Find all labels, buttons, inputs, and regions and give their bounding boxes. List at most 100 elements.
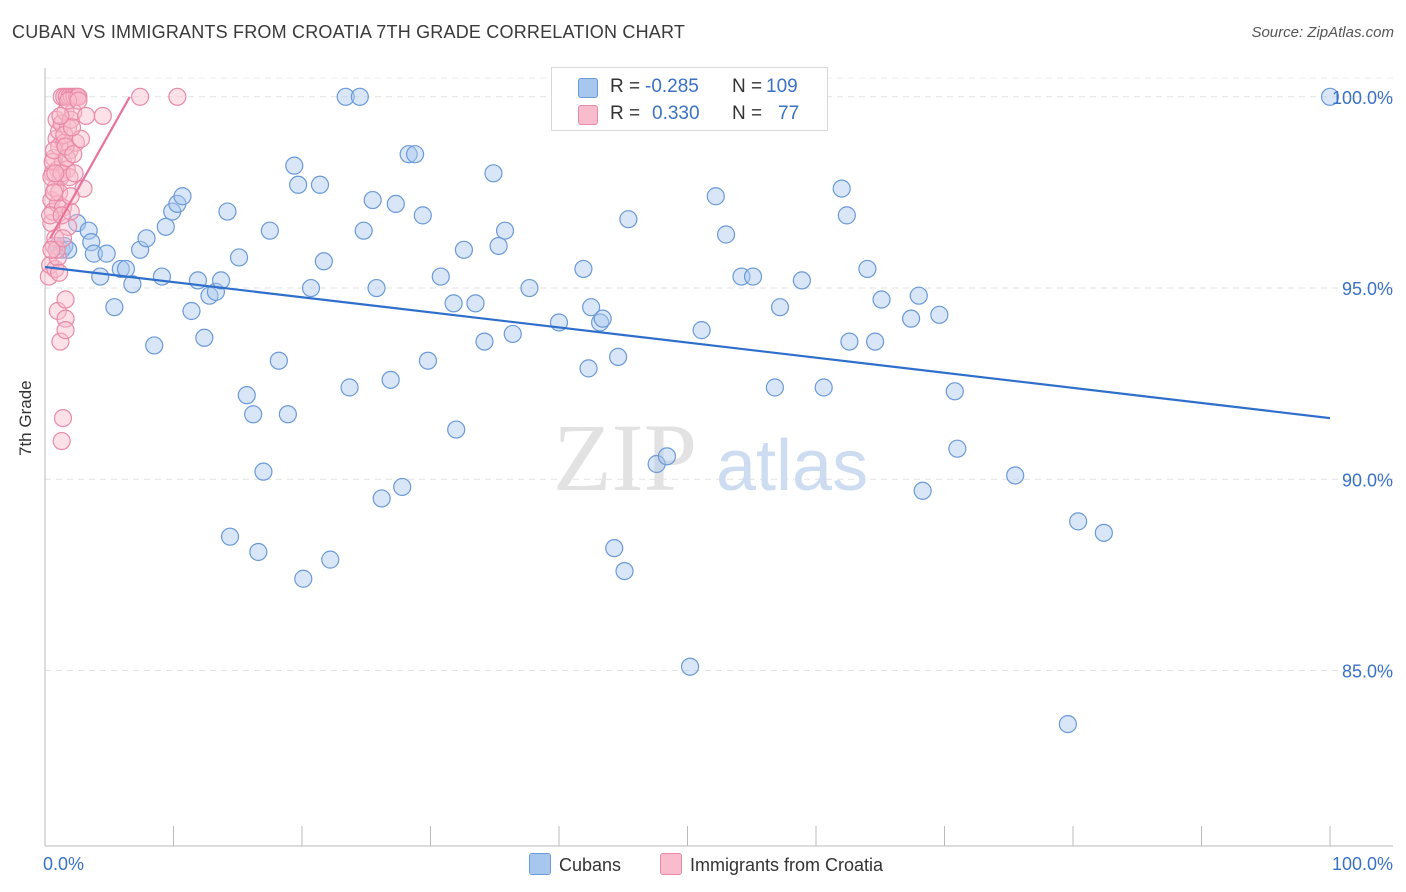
point-cubans (913, 481, 932, 500)
point-cubans (837, 206, 856, 225)
stats-row-cubans: R = -0.285 N = 109 (552, 74, 827, 100)
point-cubans (840, 332, 859, 351)
point-cubans (393, 477, 412, 497)
point-croatia (93, 106, 112, 126)
point-cubans (229, 248, 249, 267)
point-cubans (706, 187, 725, 206)
point-cubans (321, 550, 340, 569)
n-label: N = (732, 76, 763, 97)
point-croatia (51, 106, 70, 126)
point-cubans (82, 233, 101, 252)
point-cubans (145, 336, 164, 355)
point-cubans (105, 298, 124, 317)
point-cubans (399, 145, 418, 164)
point-croatia (53, 229, 73, 248)
point-cubans (431, 267, 450, 286)
point-cubans (91, 267, 110, 286)
stats-box: R = -0.285 N = 109 R = 0.330 N = 77 (551, 67, 828, 131)
y-tick-label: 85.0% (1342, 662, 1393, 682)
point-croatia (59, 217, 78, 236)
point-croatia (130, 87, 150, 106)
point-cubans (372, 489, 391, 508)
point-cubans (909, 286, 928, 305)
chart-title: CUBAN VS IMMIGRANTS FROM CROATIA 7TH GRA… (12, 22, 686, 42)
point-croatia (69, 91, 88, 110)
point-cubans (301, 278, 321, 298)
point-cubans (574, 259, 593, 279)
point-cubans (381, 370, 400, 389)
point-cubans (680, 657, 700, 676)
point-croatia (64, 145, 83, 164)
point-cubans (1058, 714, 1077, 734)
point-cubans (405, 145, 425, 164)
y-tick-label: 95.0% (1342, 279, 1393, 299)
point-croatia (50, 183, 69, 202)
x-tick-label: 100.0% (1332, 854, 1393, 874)
legend-item-cubans[interactable]: Cubans (529, 853, 621, 876)
point-croatia (56, 137, 75, 156)
point-cubans (336, 87, 355, 106)
point-cubans (367, 278, 386, 298)
watermark-atlas: atlas (716, 426, 868, 506)
point-croatia (47, 240, 66, 259)
point-croatia (69, 87, 88, 106)
point-cubans (237, 386, 256, 405)
point-croatia (51, 332, 70, 351)
source-credit: Source: ZipAtlas.com (1251, 24, 1394, 41)
axes (44, 68, 1393, 847)
legend-swatch (529, 853, 551, 875)
point-cubans (792, 271, 811, 290)
point-cubans (1069, 512, 1088, 531)
watermark-zip: ZIP (553, 404, 697, 511)
data-points (39, 87, 1340, 734)
tick-labels: 85.0% 90.0% 95.0% 100.0% 0.0% 100.0% (43, 88, 1393, 874)
point-cubans (285, 156, 304, 175)
point-croatia (42, 240, 61, 259)
point-cubans (466, 294, 485, 313)
point-cubans (418, 351, 438, 370)
point-cubans (79, 221, 98, 240)
point-cubans (244, 405, 263, 424)
point-cubans (254, 462, 273, 481)
legend-item-croatia[interactable]: Immigrants from Croatia (660, 853, 883, 876)
point-cubans (872, 290, 891, 309)
point-cubans (195, 328, 214, 347)
point-cubans (770, 298, 790, 317)
point-cubans (948, 439, 967, 458)
point-cubans (615, 561, 634, 581)
point-cubans (278, 405, 297, 424)
point-cubans (249, 542, 268, 562)
point-cubans (444, 294, 463, 313)
r-value: -0.285 (645, 76, 699, 97)
legend-label: Immigrants from Croatia (690, 855, 884, 875)
point-cubans (123, 275, 142, 294)
point-cubans (260, 221, 279, 240)
point-cubans (386, 194, 405, 213)
point-cubans (901, 309, 921, 328)
gridlines (45, 77, 1393, 672)
point-cubans (1006, 466, 1025, 485)
point-croatia (50, 263, 69, 282)
point-cubans (503, 324, 522, 344)
point-cubans (582, 298, 601, 317)
point-cubans (97, 244, 116, 263)
point-croatia (44, 183, 64, 202)
point-cubans (1320, 87, 1340, 106)
point-cubans (579, 359, 598, 378)
point-cubans (866, 332, 885, 351)
point-cubans (289, 175, 308, 194)
trendline-cubans (44, 265, 1331, 420)
point-cubans (294, 569, 313, 588)
point-cubans (692, 321, 711, 340)
point-croatia (46, 164, 65, 183)
point-croatia (52, 431, 71, 451)
point-cubans (156, 217, 175, 236)
point-cubans (340, 378, 359, 397)
y-tick-label: 100.0% (1332, 88, 1393, 108)
point-cubans (111, 259, 130, 279)
point-cubans (447, 420, 466, 439)
trendline-croatia (49, 96, 131, 239)
n-label: N = (732, 103, 763, 124)
point-croatia (62, 118, 82, 137)
point-cubans (609, 347, 628, 366)
